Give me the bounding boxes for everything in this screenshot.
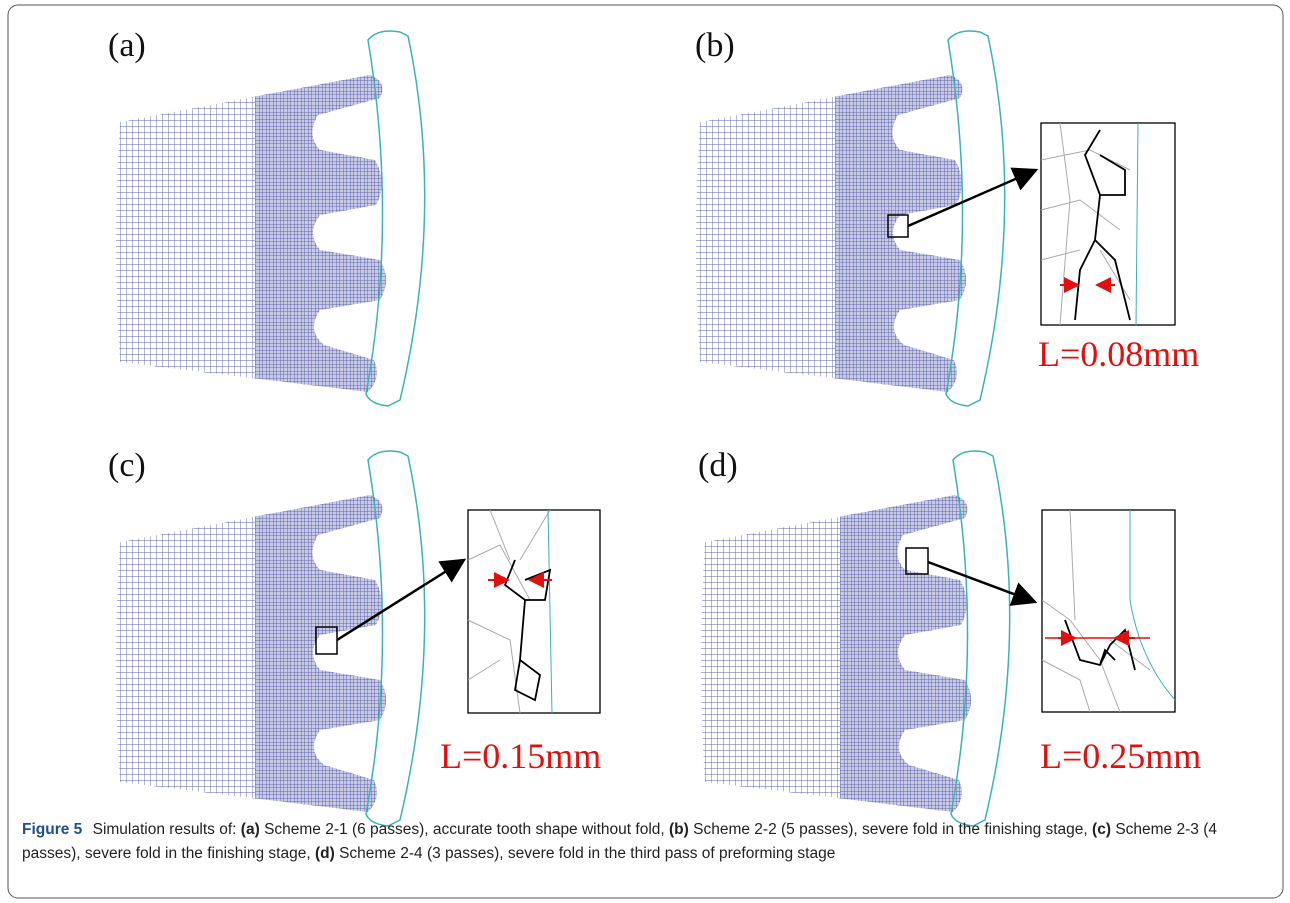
- caption-text: Scheme 2-4 (3 passes), severe fold in th…: [339, 845, 835, 862]
- panel-label: (b): [695, 27, 735, 64]
- panel-label: (c): [108, 447, 146, 484]
- figure-page: (a) (b) (c) (d) L=0.08mm L=0.15mm L=0.25…: [0, 0, 1290, 903]
- panel-d: [701, 451, 1010, 826]
- caption-tag: (d): [315, 845, 335, 862]
- caption-intro: Simulation results of:: [93, 821, 237, 838]
- fold-length: L=0.25mm: [1040, 736, 1201, 776]
- caption-label: Figure 5: [22, 821, 82, 838]
- figure: (a) (b) (c) (d) L=0.08mm L=0.15mm L=0.25…: [0, 0, 1290, 903]
- panel-a: [116, 31, 425, 406]
- panel-label: (a): [108, 27, 146, 64]
- caption-tag: (a): [241, 821, 260, 838]
- caption-text: Scheme 2-1 (6 passes), accurate tooth sh…: [264, 821, 665, 838]
- caption: Figure 5 Simulation results of: (a) Sche…: [22, 818, 1272, 866]
- caption-tag: (c): [1092, 821, 1111, 838]
- panel-label: (d): [698, 447, 738, 484]
- panel-c: [116, 451, 425, 826]
- fold-length: L=0.15mm: [440, 736, 601, 776]
- panel-b: [696, 31, 1005, 406]
- fold-length: L=0.08mm: [1038, 334, 1199, 374]
- caption-tag: (b): [669, 821, 689, 838]
- caption-text: Scheme 2-2 (5 passes), severe fold in th…: [693, 821, 1088, 838]
